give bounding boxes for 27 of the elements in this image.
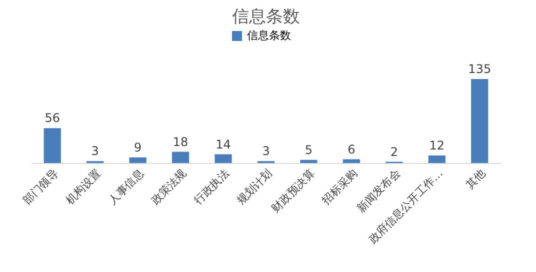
x-tick-label: 人事信息 xyxy=(106,166,146,208)
x-tick-label: 机构设置 xyxy=(63,166,104,208)
data-label: 9 xyxy=(134,140,142,154)
data-label: 12 xyxy=(429,138,445,153)
x-tick-label: 其他 xyxy=(463,166,488,192)
bar xyxy=(300,160,318,163)
legend-label: 信息条数 xyxy=(247,29,291,42)
data-label: 14 xyxy=(216,137,231,152)
bar xyxy=(172,152,190,163)
x-tick-label: 部门领导 xyxy=(20,166,61,208)
bar xyxy=(428,156,446,163)
bar xyxy=(342,159,360,163)
data-label: 5 xyxy=(304,142,313,157)
chart-title: 信息条数 xyxy=(232,7,300,27)
data-label: 6 xyxy=(348,142,356,156)
data-label: 56 xyxy=(44,111,60,126)
data-label: 2 xyxy=(390,144,398,159)
bar xyxy=(44,128,61,163)
x-tick-label: 政策法规 xyxy=(148,166,190,208)
bar xyxy=(129,157,146,163)
data-label: 135 xyxy=(468,62,492,76)
data-label: 18 xyxy=(172,134,188,149)
bar xyxy=(214,154,232,163)
bar xyxy=(471,79,488,163)
x-tick-label: 行政执法 xyxy=(191,166,232,208)
data-label: 3 xyxy=(262,144,270,158)
data-label: 3 xyxy=(91,144,99,158)
